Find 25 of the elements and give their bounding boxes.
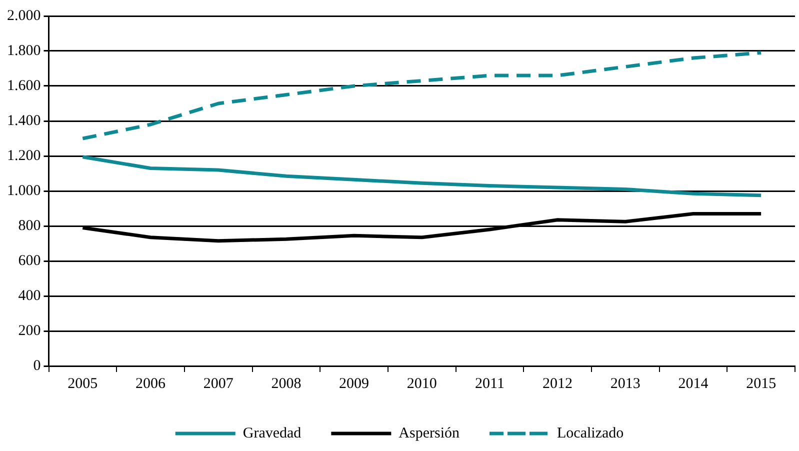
x-tick-label: 2005 xyxy=(68,376,98,392)
y-tick-label: 1.200 xyxy=(7,148,41,164)
y-tick-label: 600 xyxy=(18,252,41,269)
legend-label: Localizado xyxy=(557,425,624,442)
y-tick-label: 2.000 xyxy=(7,8,41,24)
x-tick-label: 2006 xyxy=(136,376,166,392)
x-tick-label: 2013 xyxy=(610,376,640,392)
y-tick-label: 800 xyxy=(18,218,41,234)
x-tick-label: 2015 xyxy=(746,376,776,392)
x-tick-label: 2011 xyxy=(474,376,504,392)
y-tick-label: 1.600 xyxy=(7,78,41,94)
y-tick-label: 400 xyxy=(18,288,41,304)
x-tick-label: 2008 xyxy=(271,376,302,392)
y-tick-label: 1.800 xyxy=(7,42,41,59)
x-tick-label: 2010 xyxy=(406,376,437,392)
legend-label: Gravedad xyxy=(242,425,302,442)
x-tick-label: 2007 xyxy=(203,376,234,392)
x-tick-label: 2014 xyxy=(678,376,709,392)
y-tick-label: 200 xyxy=(18,322,41,339)
x-tick-label: 2012 xyxy=(542,376,573,392)
legend-label: Aspersión xyxy=(398,425,460,442)
x-tick-label: 2009 xyxy=(339,376,370,392)
y-tick-label: 1.000 xyxy=(7,182,41,199)
y-tick-label: 0 xyxy=(33,358,41,374)
y-tick-label: 1.400 xyxy=(7,112,41,129)
